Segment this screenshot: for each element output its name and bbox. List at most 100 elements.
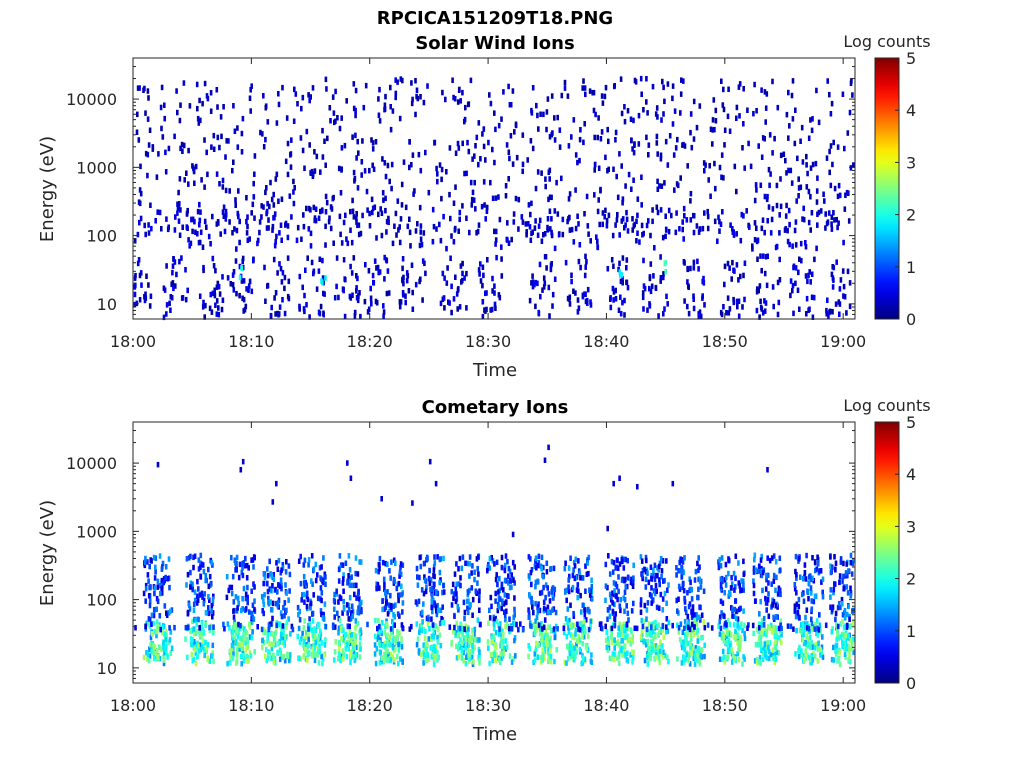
data-cell — [569, 632, 573, 638]
data-cell — [385, 644, 388, 651]
data-cell — [512, 577, 515, 583]
data-cell — [418, 204, 422, 211]
data-cell — [843, 145, 846, 152]
data-cell — [662, 578, 665, 584]
data-cell — [537, 126, 540, 132]
data-cell — [212, 593, 215, 600]
data-cell — [211, 290, 215, 297]
data-cell — [167, 145, 171, 152]
data-cell — [224, 154, 227, 160]
data-cell — [723, 142, 726, 148]
data-cell — [655, 588, 658, 594]
data-cell — [199, 646, 203, 653]
data-cell — [253, 554, 256, 561]
data-cell — [631, 634, 634, 640]
hot-cell — [240, 265, 243, 271]
data-cell — [829, 587, 833, 593]
data-cell — [686, 628, 689, 634]
data-cell — [319, 208, 322, 215]
data-cell — [202, 267, 205, 274]
data-cell — [421, 619, 424, 625]
data-cell — [593, 167, 596, 173]
data-cell — [492, 621, 496, 627]
data-cell — [176, 109, 179, 116]
data-cell — [607, 640, 611, 646]
data-cell — [344, 276, 347, 283]
data-cell — [164, 636, 168, 643]
data-cell — [833, 185, 837, 192]
data-cell — [601, 210, 605, 216]
data-cell — [398, 299, 402, 305]
data-cell — [590, 659, 594, 665]
data-cell — [795, 575, 798, 581]
data-cell — [153, 585, 157, 591]
data-cell — [471, 632, 475, 638]
data-cell — [494, 590, 497, 597]
data-cell — [401, 659, 404, 665]
data-cell — [353, 657, 357, 663]
data-cell — [168, 637, 172, 643]
data-cell — [162, 654, 165, 660]
data-cell — [146, 116, 150, 122]
data-cell — [190, 216, 193, 223]
data-cell — [850, 78, 853, 84]
data-cell — [494, 228, 498, 235]
data-cell — [791, 116, 795, 122]
data-cell — [197, 616, 200, 623]
data-cell — [678, 226, 681, 232]
data-cell — [323, 138, 326, 144]
data-cell — [280, 237, 283, 243]
data-cell — [186, 654, 189, 661]
data-cell — [159, 626, 162, 633]
data-cell — [318, 256, 322, 262]
data-cell — [841, 268, 845, 274]
data-cell — [844, 632, 847, 639]
data-cell — [457, 566, 460, 572]
data-cell — [356, 591, 360, 598]
data-cell — [349, 208, 352, 215]
data-cell — [665, 227, 668, 233]
data-cell — [299, 553, 302, 560]
data-cell — [228, 584, 232, 591]
data-cell — [697, 649, 701, 655]
data-cell — [491, 288, 494, 294]
data-cell — [529, 569, 533, 576]
data-cell — [760, 572, 764, 579]
data-cell — [179, 102, 182, 108]
data-cell — [836, 604, 840, 611]
hot-cell — [620, 272, 624, 278]
data-cell — [570, 652, 573, 658]
data-cell — [687, 310, 691, 317]
data-cell — [236, 633, 240, 640]
data-cell — [810, 598, 814, 604]
data-cell — [285, 590, 288, 596]
data-cell — [333, 591, 336, 598]
data-cell — [374, 139, 378, 145]
data-cell — [278, 621, 282, 627]
data-cell — [812, 598, 816, 605]
data-cell — [621, 299, 624, 306]
data-cell — [356, 609, 359, 615]
data-cell — [440, 166, 444, 173]
data-cell — [422, 99, 426, 106]
data-cell — [376, 636, 380, 642]
data-cell — [459, 582, 462, 589]
data-cell — [805, 652, 808, 659]
data-cell — [333, 657, 336, 663]
data-cell — [747, 622, 750, 628]
heatmap-cells — [134, 444, 855, 668]
data-cell — [187, 602, 191, 608]
data-cell — [371, 140, 375, 146]
data-cell — [198, 642, 202, 648]
data-cell — [285, 115, 289, 121]
data-cell — [391, 618, 394, 625]
data-cell — [697, 645, 701, 652]
data-cell — [352, 255, 356, 261]
data-cell — [626, 228, 630, 234]
data-cell — [147, 616, 151, 622]
data-cell — [150, 631, 154, 637]
data-cell — [352, 214, 356, 220]
data-cell — [696, 657, 700, 664]
data-cell — [281, 562, 285, 568]
data-cell — [471, 627, 474, 634]
